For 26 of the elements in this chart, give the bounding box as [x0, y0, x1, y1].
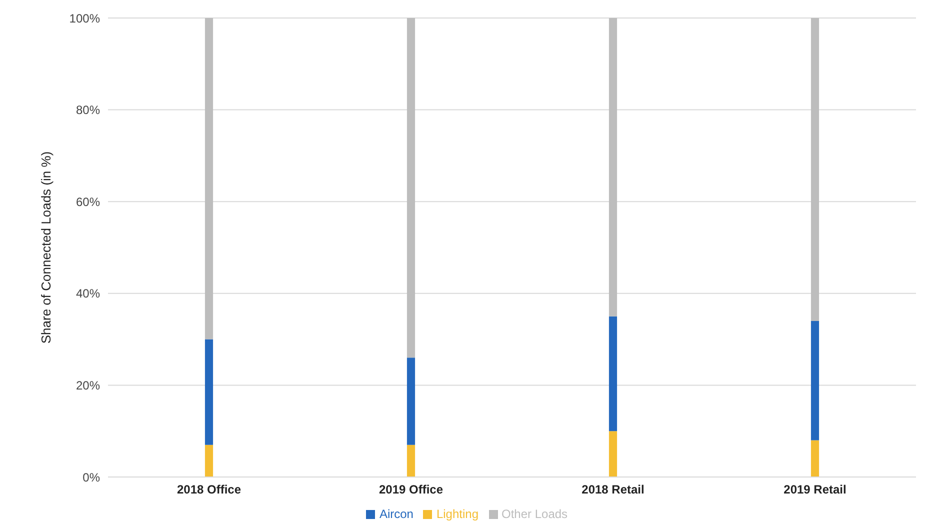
legend-label: Other Loads: [502, 507, 568, 521]
bar: [608, 18, 618, 316]
bar: [608, 316, 618, 432]
bar: [204, 339, 214, 445]
legend-label: Lighting: [436, 507, 478, 521]
bar: [810, 320, 820, 440]
bar: [608, 431, 618, 477]
bar: [810, 440, 820, 477]
y-tick-label: 80%: [76, 103, 100, 118]
y-tick-label: 60%: [76, 194, 100, 209]
legend-label: Aircon: [379, 507, 414, 521]
y-tick-label: 0%: [82, 470, 100, 484]
bar: [406, 18, 416, 358]
x-tick-label: 2018 Retail: [582, 482, 644, 497]
x-tick-label: 2018 Office: [176, 482, 242, 497]
bar: [810, 18, 820, 321]
y-axis-title: Share of Connected Loads (in %): [38, 151, 54, 344]
x-tick-label: 2019 Office: [378, 482, 444, 497]
x-tick-label: 2019 Retail: [784, 482, 846, 497]
bar: [204, 444, 214, 477]
y-tick-label: 40%: [76, 286, 100, 301]
bar: [406, 358, 416, 445]
bar: [406, 444, 416, 477]
bar: [204, 18, 214, 340]
y-tick-label: 100%: [69, 11, 100, 26]
y-tick-label: 20%: [76, 378, 100, 392]
